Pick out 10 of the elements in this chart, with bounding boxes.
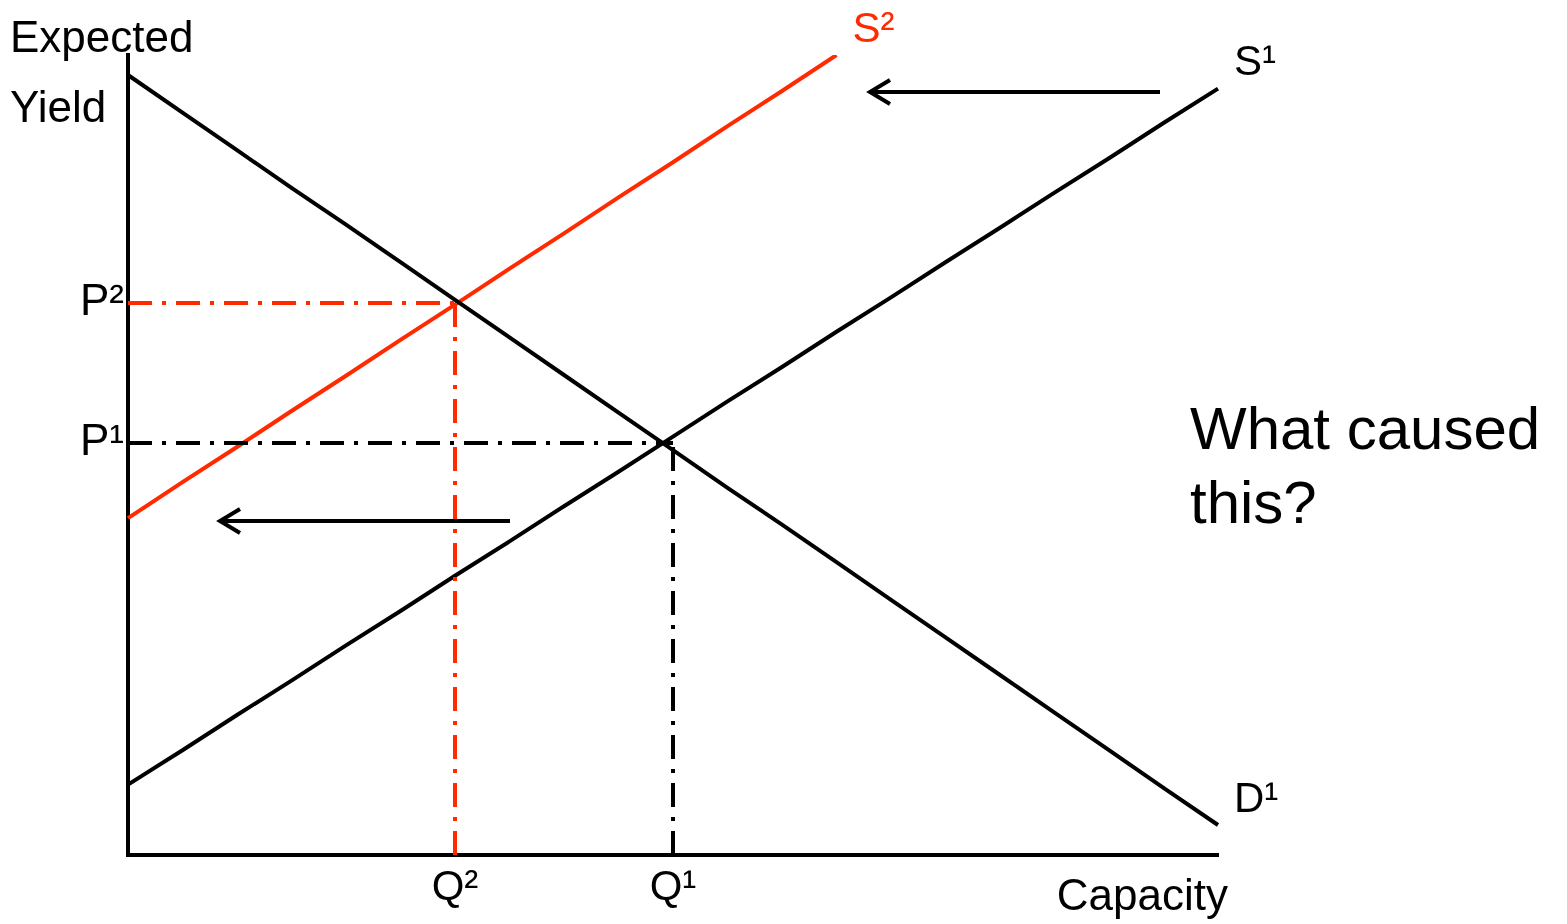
x-axis-title: Capacity [1055, 870, 1228, 920]
series-label: S¹ [1234, 37, 1277, 85]
ref-line-label: P¹ [80, 415, 124, 465]
x-tick-label: Q¹ [649, 861, 697, 909]
ref-line-label: P² [80, 275, 124, 325]
x-tick-label: Q² [431, 861, 479, 909]
y-axis-title: Expected Yield [10, 11, 195, 133]
series-label: D¹ [1234, 773, 1279, 821]
annotation: What caused this? [1190, 394, 1542, 538]
series-label: S² [852, 3, 895, 51]
